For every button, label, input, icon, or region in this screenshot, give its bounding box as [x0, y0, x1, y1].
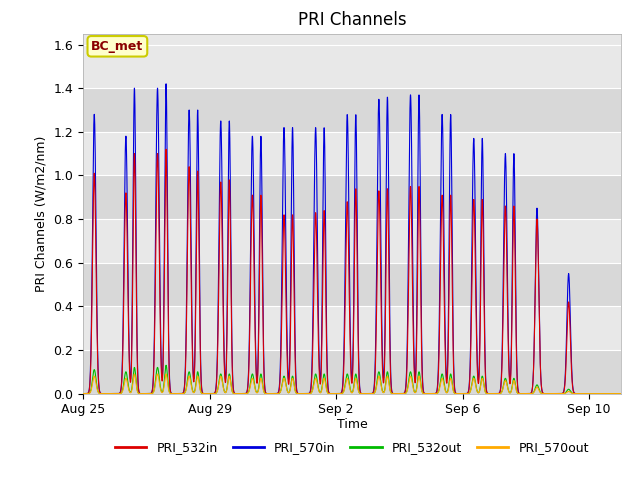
Bar — [83, 219, 621, 263]
Bar — [83, 306, 621, 350]
Bar — [83, 350, 621, 394]
Legend: PRI_532in, PRI_570in, PRI_532out, PRI_570out: PRI_532in, PRI_570in, PRI_532out, PRI_57… — [110, 436, 594, 459]
Title: PRI Channels: PRI Channels — [298, 11, 406, 29]
X-axis label: Time: Time — [337, 418, 367, 431]
Bar — [83, 45, 621, 88]
Bar — [83, 175, 621, 219]
Text: BC_met: BC_met — [92, 40, 143, 53]
Bar — [83, 263, 621, 306]
Bar — [83, 88, 621, 132]
Bar — [83, 132, 621, 175]
Y-axis label: PRI Channels (W/m2/nm): PRI Channels (W/m2/nm) — [35, 135, 48, 292]
